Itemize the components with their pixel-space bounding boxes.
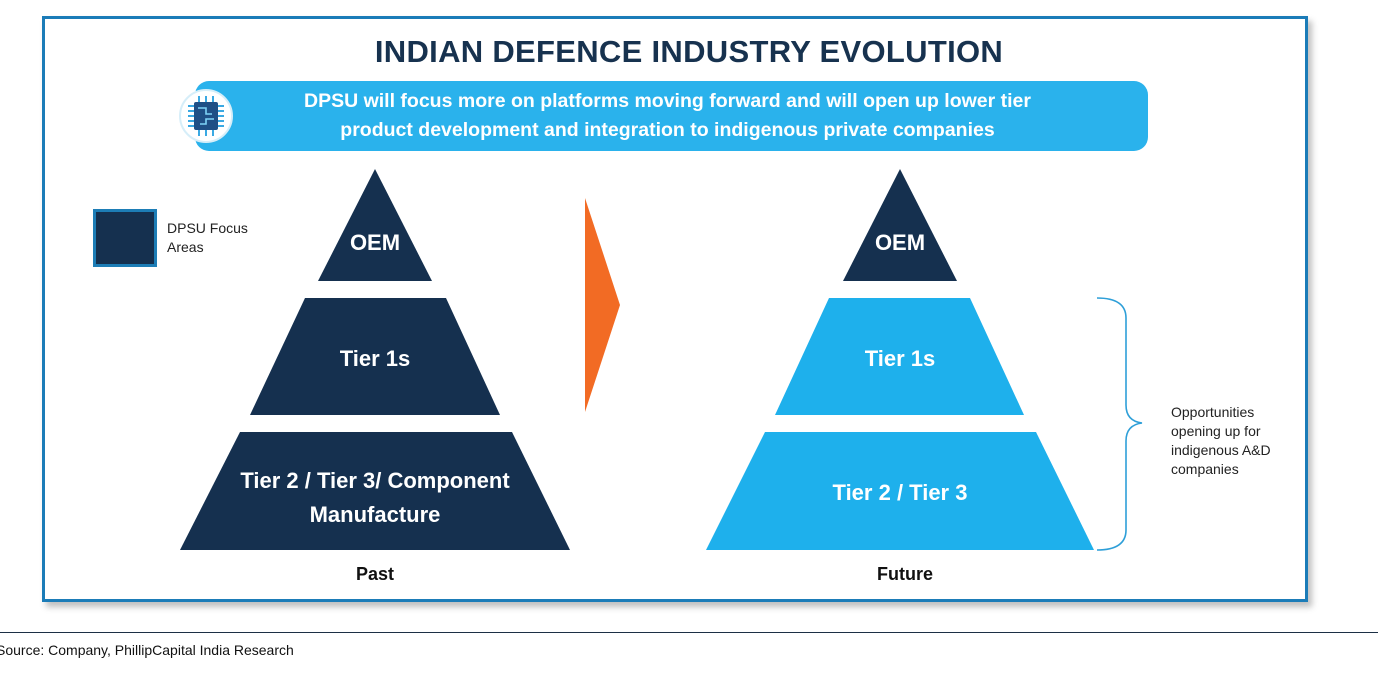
legend-swatch xyxy=(93,209,157,267)
source-note: Source: Company, PhillipCapital India Re… xyxy=(0,642,294,658)
banner-text: DPSU will focus more on platforms moving… xyxy=(215,84,1120,148)
future-tier2-tier xyxy=(706,432,1094,550)
future-tier1-tier xyxy=(775,298,1024,415)
past-oem-label: OEM xyxy=(350,230,400,255)
legend-label-line-2: Areas xyxy=(167,239,204,255)
orange-chevron-arrow-icon xyxy=(585,198,620,412)
past-caption: Past xyxy=(356,564,394,584)
opportunities-note: Opportunities opening up for indigenous … xyxy=(1171,403,1311,479)
past-tier2-tier xyxy=(180,432,570,550)
circuit-chip-icon xyxy=(179,89,233,143)
info-banner xyxy=(195,81,1148,151)
future-oem-label: OEM xyxy=(875,230,925,255)
legend-label-line-1: DPSU Focus xyxy=(167,220,248,236)
opportunities-line-4: companies xyxy=(1171,461,1239,477)
diagram-title: INDIAN DEFENCE INDUSTRY EVOLUTION xyxy=(374,34,1004,69)
future-oem-tier xyxy=(843,169,957,281)
past-tier2-label-line-2: Manufacture xyxy=(310,502,441,527)
opportunities-brace xyxy=(1096,297,1143,551)
future-tier2-label: Tier 2 / Tier 3 xyxy=(833,480,968,505)
opportunities-line-2: opening up for xyxy=(1171,423,1261,439)
opportunities-line-1: Opportunities xyxy=(1171,404,1255,420)
future-caption: Future xyxy=(877,564,933,584)
future-tier1-label: Tier 1s xyxy=(865,346,936,371)
legend-label: DPSU Focus Areas xyxy=(167,219,277,257)
past-tier1-label: Tier 1s xyxy=(340,346,411,371)
banner-line-2: product development and integration to i… xyxy=(340,119,995,141)
banner-line-1: DPSU will focus more on platforms moving… xyxy=(304,90,1031,112)
source-divider xyxy=(0,632,1378,633)
past-tier1-tier xyxy=(250,298,500,415)
past-tier2-label-line-1: Tier 2 / Tier 3/ Component xyxy=(240,468,510,493)
past-oem-tier xyxy=(318,169,432,281)
opportunities-line-3: indigenous A&D xyxy=(1171,442,1271,458)
